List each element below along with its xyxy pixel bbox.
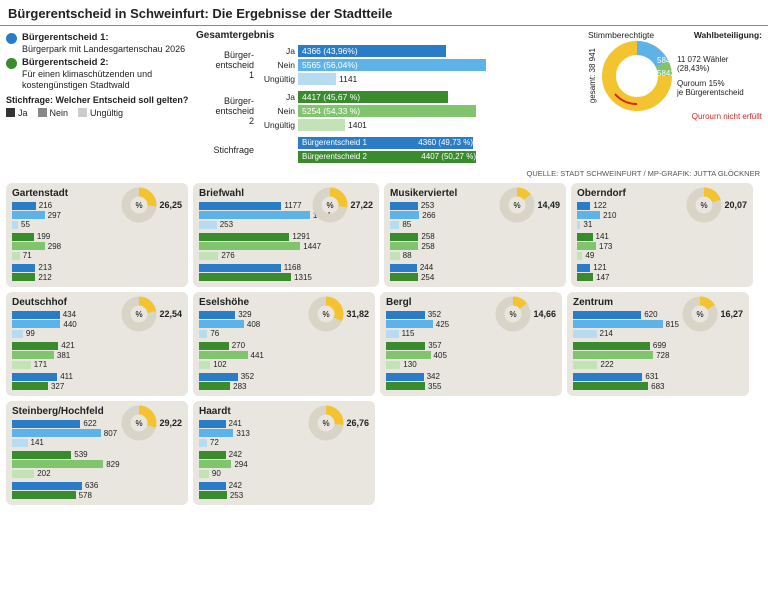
district-card: Briefwahl %27,22 11771584253129114472761… [193,183,379,287]
district-donut: %14,49 [499,187,560,223]
svg-text:%: % [323,419,330,428]
district-card: Eselshöhe %31,82 32940876270441102352283 [193,292,375,396]
district-card: Zentrum %16,27 620815214699728222631683 [567,292,749,396]
main-donut: 5842 5842 [601,40,673,112]
svg-text:5842: 5842 [657,56,673,65]
district-card: Steinberg/Hochfeld %29,22 62280714153982… [6,401,188,505]
district-donut: %14,66 [495,296,556,332]
donut-total: gesamt: 38 941 [588,48,597,103]
district-card: Deutschhof %22,54 4344409942138117141132… [6,292,188,396]
svg-text:%: % [136,419,143,428]
district-donut: %26,25 [121,187,182,223]
district-grid: Gartenstadt %26,25 216297551992987121321… [0,180,768,508]
legend-be1-title: Bürgerentscheid 1: [22,32,185,44]
legend-key: Ja Nein Ungültig [6,108,190,118]
district-donut: %29,22 [121,405,182,441]
svg-text:%: % [136,310,143,319]
district-donut: %26,76 [308,405,369,441]
svg-text:%: % [514,201,521,210]
district-donut: %31,82 [308,296,369,332]
top-section: Bürgerentscheid 1:Bürgerpark mit Landesg… [0,26,768,167]
district-donut: %16,27 [682,296,743,332]
quorum-panel: StimmberechtigteWahlbeteiligung: gesamt:… [582,30,762,167]
svg-text:%: % [323,310,330,319]
legend-be2-title: Bürgerentscheid 2: [22,57,190,69]
quorum-not-met: Qurourn nicht erfüllt [588,112,762,121]
svg-text:%: % [327,201,334,210]
svg-text:%: % [510,310,517,319]
gesamt-title: Gesamtergebnis [196,30,582,41]
district-card: Oberndorf %20,07 1222103114117349121147 [571,183,753,287]
page-title: Bürgerentscheid in Schweinfurt: Die Erge… [8,6,760,21]
district-donut: %20,07 [686,187,747,223]
gesamt-panel: Gesamtergebnis Bürger-entscheid1 Ja4366 … [196,30,582,167]
svg-text:%: % [701,201,708,210]
dot-be1 [6,33,17,44]
legend-be2-sub: Für einen klimaschützenden und kostengün… [22,69,152,90]
district-card: Gartenstadt %26,25 216297551992987121321… [6,183,188,287]
district-donut: %22,54 [121,296,182,332]
dot-be2 [6,58,17,69]
district-donut: %27,22 [312,187,373,223]
svg-text:%: % [697,310,704,319]
legend-be1-sub: Bürgerpark mit Landesgartenschau 2026 [22,44,185,54]
district-card: Bergl %14,66 352425115357405130342355 [380,292,562,396]
svg-text:%: % [136,201,143,210]
district-card: Haardt %26,76 2413137224229490242253 [193,401,375,505]
header: Bürgerentscheid in Schweinfurt: Die Erge… [0,0,768,26]
legend-panel: Bürgerentscheid 1:Bürgerpark mit Landesg… [6,30,196,167]
svg-text:5842: 5842 [657,69,673,78]
legend-stich: Stichfrage: Welcher Entscheid soll gelte… [6,95,190,105]
district-card: Musikerviertel %14,49 253266852582588824… [384,183,566,287]
source-line: QUELLE: STADT SCHWEINFURT / MP-GRAFIK: J… [0,167,768,180]
